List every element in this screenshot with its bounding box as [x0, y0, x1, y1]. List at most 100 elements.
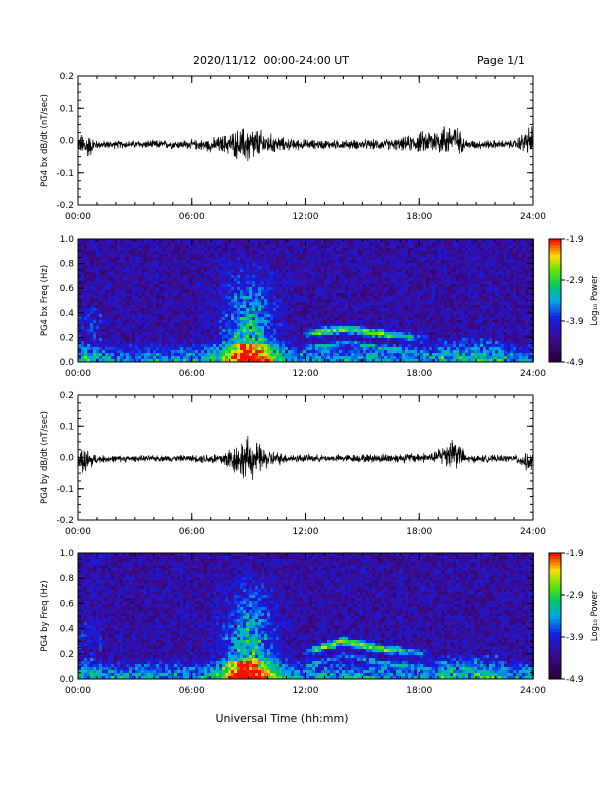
spectrogram-cell: [399, 299, 402, 302]
spectrogram-cell: [189, 344, 192, 347]
spectrogram-cell: [336, 353, 339, 356]
spectrogram-cell: [252, 308, 255, 311]
spectrogram-cell: [282, 332, 285, 335]
spectrogram-cell: [411, 281, 414, 284]
spectrogram-cell: [96, 314, 99, 317]
spectrogram-cell: [255, 272, 258, 275]
spectrogram-cell: [237, 269, 240, 272]
spectrogram-cell: [360, 281, 363, 284]
spectrogram-cell: [177, 344, 180, 347]
spectrogram-cell: [126, 359, 129, 362]
spectrogram-cell: [198, 305, 201, 308]
spectrogram-cell: [363, 251, 366, 254]
spectrogram-cell: [321, 338, 324, 341]
spectrogram-cell: [393, 335, 396, 338]
spectrogram-cell: [381, 287, 384, 290]
spectrogram-cell: [366, 254, 369, 257]
spectrogram-cell: [387, 302, 390, 305]
spectrogram-cell: [102, 350, 105, 353]
spectrogram-cell: [279, 266, 282, 269]
spectrogram-cell: [132, 272, 135, 275]
spectrogram-cell: [351, 308, 354, 311]
spectrogram-cell: [357, 251, 360, 254]
spectrogram-cell: [273, 341, 276, 344]
spectrogram-cell: [393, 293, 396, 296]
spectrogram-cell: [222, 335, 225, 338]
spectrogram-cell: [327, 287, 330, 290]
spectrogram-cell: [237, 254, 240, 257]
spectrogram-cell: [360, 278, 363, 281]
spectrogram-cell: [351, 335, 354, 338]
spectrogram-cell: [180, 290, 183, 293]
spectrogram-cell: [324, 260, 327, 263]
spectrogram-cell: [366, 242, 369, 245]
spectrogram-cell: [225, 332, 228, 335]
spectrogram-cell: [132, 269, 135, 272]
spectrogram-cell: [345, 356, 348, 359]
spectrogram-cell: [273, 356, 276, 359]
spectrogram-cell: [195, 338, 198, 341]
spectrogram-cell: [111, 335, 114, 338]
spectrogram-cell: [246, 341, 249, 344]
spectrogram-cell: [420, 320, 423, 323]
spectrogram-cell: [231, 239, 234, 242]
spectrogram-cell: [132, 311, 135, 314]
spectrogram-cell: [363, 302, 366, 305]
spectrogram-cell: [108, 242, 111, 245]
spectrogram-cell: [93, 353, 96, 356]
spectrogram-cell: [276, 275, 279, 278]
spectrogram-cell: [276, 332, 279, 335]
spectrogram-cell: [96, 317, 99, 320]
spectrogram-cell: [339, 278, 342, 281]
spectrogram-cell: [264, 317, 267, 320]
spectrogram-cell: [240, 287, 243, 290]
spectrogram-cell: [363, 248, 366, 251]
spectrogram-cell: [393, 338, 396, 341]
spectrogram-cell: [237, 272, 240, 275]
spectrogram-cell: [261, 353, 264, 356]
spectrogram-cell: [99, 347, 102, 350]
spectrogram-cell: [213, 242, 216, 245]
spectrogram-cell: [243, 290, 246, 293]
spectrogram-cell: [123, 257, 126, 260]
spectrogram-cell: [162, 356, 165, 359]
spectrogram-cell: [393, 272, 396, 275]
spectrogram-cell: [105, 350, 108, 353]
spectrogram-cell: [162, 278, 165, 281]
spectrogram-cell: [108, 335, 111, 338]
spectrogram-cell: [270, 323, 273, 326]
spectrogram-cell: [267, 248, 270, 251]
spectrogram-cell: [360, 311, 363, 314]
spectrogram-cell: [366, 311, 369, 314]
spectrogram-cell: [321, 242, 324, 245]
spectrogram-cell: [327, 278, 330, 281]
spectrogram-cell: [207, 308, 210, 311]
spectrogram-cell: [429, 335, 432, 338]
spectrogram-cell: [258, 275, 261, 278]
spectrogram-cell: [120, 299, 123, 302]
spectrogram-cell: [378, 332, 381, 335]
spectrogram-cell: [342, 260, 345, 263]
spectrogram-cell: [420, 278, 423, 281]
spectrogram-cell: [294, 299, 297, 302]
spectrogram-cell: [216, 293, 219, 296]
spectrogram-cell: [297, 356, 300, 359]
spectrogram-cell: [348, 344, 351, 347]
spectrogram-cell: [150, 353, 153, 356]
spectrogram-cell: [297, 248, 300, 251]
spectrogram-cell: [369, 329, 372, 332]
spectrogram-cell: [93, 293, 96, 296]
spectrogram-cell: [357, 290, 360, 293]
spectrogram-cell: [180, 329, 183, 332]
spectrogram-cell: [315, 305, 318, 308]
spectrogram-cell: [399, 302, 402, 305]
spectrogram-cell: [237, 287, 240, 290]
spectrogram-cell: [267, 302, 270, 305]
spectrogram-cell: [384, 257, 387, 260]
spectrogram-cell: [303, 326, 306, 329]
spectrogram-cell: [78, 320, 81, 323]
spectrogram-cell: [297, 284, 300, 287]
spectrogram-cell: [423, 305, 426, 308]
spectrogram-cell: [297, 323, 300, 326]
spectrogram-cell: [345, 290, 348, 293]
